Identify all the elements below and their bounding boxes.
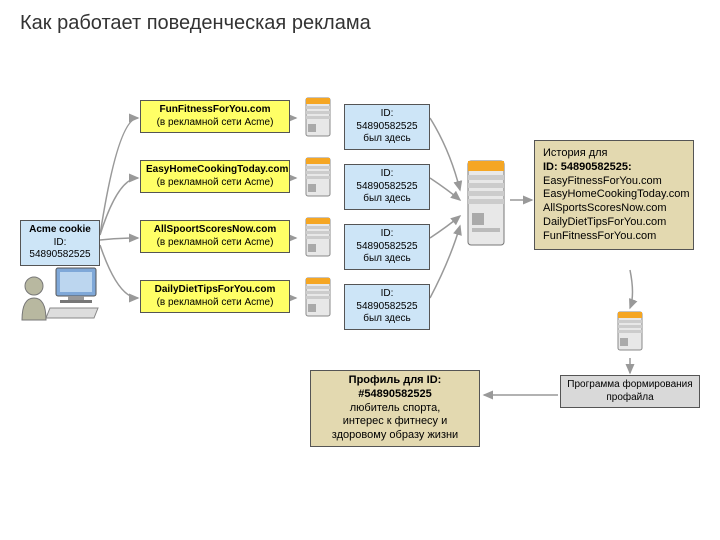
site-domain-0: FunFitnessForYou.com [146, 104, 284, 117]
site-box-1: EasyHomeCookingToday.com (в рекламной се… [140, 160, 290, 193]
arrows-layer [0, 0, 720, 540]
history-line-3: DailyDietTipsForYou.com [543, 216, 685, 230]
history-title: История для [543, 147, 685, 161]
big-server-icon [458, 155, 514, 255]
site-sub-1: (в рекламной сети Acme) [146, 177, 284, 190]
hit-id-3: ID: 54890582525 [350, 288, 424, 313]
hit-here-1: был здесь [350, 193, 424, 206]
program-box: Программа формирования профайла [560, 375, 700, 408]
hit-box-2: ID: 54890582525 был здесь [344, 224, 430, 270]
site-sub-0: (в рекламной сети Acme) [146, 117, 284, 130]
cookie-id: ID: 54890582525 [26, 237, 94, 262]
hit-box-3: ID: 54890582525 был здесь [344, 284, 430, 330]
cookie-label: Acme cookie [26, 224, 94, 237]
small-server-icon [610, 308, 650, 358]
user-pc-icon [20, 260, 100, 330]
server-icon-2 [298, 214, 338, 264]
server-icon-1 [298, 154, 338, 204]
site-domain-1: EasyHomeCookingToday.com [146, 164, 284, 177]
site-sub-2: (в рекламной сети Acme) [146, 237, 284, 250]
history-box: История для ID: 54890582525: EasyFitness… [534, 140, 694, 250]
cookie-box: Acme cookie ID: 54890582525 [20, 220, 100, 266]
history-line-2: AllSportsScoresNow.com [543, 202, 685, 216]
site-box-0: FunFitnessForYou.com (в рекламной сети A… [140, 100, 290, 133]
history-id: ID: 54890582525: [543, 161, 685, 175]
hit-here-2: был здесь [350, 253, 424, 266]
hit-here-0: был здесь [350, 133, 424, 146]
server-icon-3 [298, 274, 338, 324]
history-line-1: EasyHomeCookingToday.com [543, 188, 685, 202]
page-title: Как работает поведенческая реклама [20, 12, 371, 35]
hit-here-3: был здесь [350, 313, 424, 326]
hit-box-1: ID: 54890582525 был здесь [344, 164, 430, 210]
hit-id-0: ID: 54890582525 [350, 108, 424, 133]
hit-box-0: ID: 54890582525 был здесь [344, 104, 430, 150]
site-domain-3: DailyDietTipsForYou.com [146, 284, 284, 297]
hit-id-2: ID: 54890582525 [350, 228, 424, 253]
profile-line-0: любитель спорта, [316, 402, 474, 416]
profile-box: Профиль для ID: #54890582525 любитель сп… [310, 370, 480, 447]
program-label: Программа формирования профайла [566, 379, 694, 404]
profile-line-1: интерес к фитнесу и [316, 415, 474, 429]
site-box-3: DailyDietTipsForYou.com (в рекламной сет… [140, 280, 290, 313]
hit-id-1: ID: 54890582525 [350, 168, 424, 193]
server-icon-0 [298, 94, 338, 144]
history-line-4: FunFitnessForYou.com [543, 230, 685, 244]
site-sub-3: (в рекламной сети Acme) [146, 297, 284, 310]
site-domain-2: AllSpoortScoresNow.com [146, 224, 284, 237]
profile-title: Профиль для ID: #54890582525 [316, 374, 474, 402]
profile-line-2: здоровому образу жизни [316, 429, 474, 443]
history-line-0: EasyFitnessForYou.com [543, 175, 685, 189]
site-box-2: AllSpoortScoresNow.com (в рекламной сети… [140, 220, 290, 253]
